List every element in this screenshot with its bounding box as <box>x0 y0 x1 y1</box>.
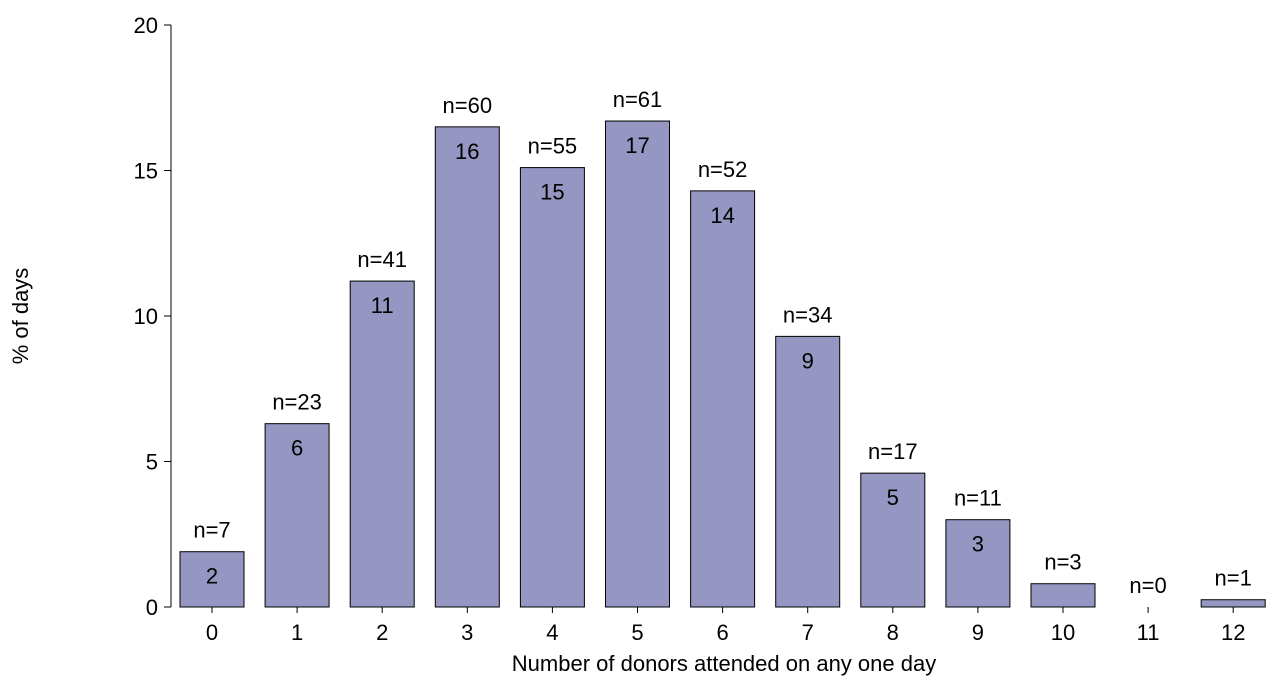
bar-count-label: n=7 <box>193 518 230 543</box>
x-tick-label: 10 <box>1051 620 1075 645</box>
bar <box>690 190 756 608</box>
bar-value-label: 16 <box>455 139 479 164</box>
bar-count-label: n=41 <box>357 247 407 272</box>
bar-value-label: 15 <box>540 180 564 205</box>
x-tick-label: 11 <box>1137 620 1160 645</box>
y-tick-label: 5 <box>146 450 158 475</box>
x-tick-label: 12 <box>1221 620 1245 645</box>
bar-count-label: n=52 <box>698 157 748 182</box>
bar <box>775 335 841 608</box>
bar <box>1030 583 1096 608</box>
bar <box>605 120 670 608</box>
bar-value-label: 5 <box>887 485 899 510</box>
bar-count-label: n=23 <box>272 390 322 415</box>
x-tick-label: 0 <box>206 620 218 645</box>
y-axis-ticks: 0 5 10 15 20 <box>134 13 171 620</box>
bar <box>1200 599 1266 608</box>
x-tick-label: 2 <box>376 620 388 645</box>
bar-count-label: n=55 <box>528 134 578 159</box>
x-tick-label: 9 <box>972 620 984 645</box>
bar-count-label: n=1 <box>1215 566 1252 591</box>
bar-value-label: 14 <box>710 203 734 228</box>
bar-value-label: 17 <box>625 133 649 158</box>
y-axis-title: % of days <box>8 268 33 365</box>
bar <box>945 519 1011 608</box>
bar-count-label: n=11 <box>954 486 1002 511</box>
bar-count-label: n=0 <box>1129 573 1166 598</box>
bar-value-label: 3 <box>972 532 984 557</box>
x-axis-title: Number of donors attended on any one day <box>512 651 936 676</box>
bar <box>519 167 585 608</box>
x-tick-label: 3 <box>461 620 473 645</box>
x-tick-label: 7 <box>802 620 814 645</box>
bar <box>434 126 500 608</box>
bars-group: 2 n=7 6 n=23 11 n=41 16 n=60 15 n=55 17 n=61 14 n=52 9… <box>179 87 1266 608</box>
bar <box>349 280 415 608</box>
y-tick-label: 10 <box>134 304 158 329</box>
bar-count-label: n=3 <box>1044 550 1081 575</box>
bar-count-label: n=17 <box>868 439 918 464</box>
y-tick-label: 15 <box>134 159 158 184</box>
bar-value-label: 9 <box>802 348 814 373</box>
x-tick-label: 1 <box>291 620 303 645</box>
y-tick-label: 0 <box>146 595 158 620</box>
x-tick-label: 4 <box>546 620 558 645</box>
x-axis-ticks: 0 1 2 3 4 5 6 7 8 9 10 11 12 <box>206 607 1245 645</box>
x-tick-label: 6 <box>716 620 728 645</box>
bar-value-label: 11 <box>371 293 394 318</box>
bar-value-label: 2 <box>206 564 218 589</box>
bar-count-label: n=61 <box>613 87 663 112</box>
bar-count-label: n=34 <box>783 302 833 327</box>
y-tick-label: 20 <box>134 13 158 38</box>
bar-count-label: n=60 <box>443 93 493 118</box>
x-tick-label: 8 <box>887 620 899 645</box>
x-tick-label: 5 <box>631 620 643 645</box>
bar-value-label: 6 <box>291 436 303 461</box>
bar <box>860 472 926 608</box>
bar <box>264 423 330 608</box>
